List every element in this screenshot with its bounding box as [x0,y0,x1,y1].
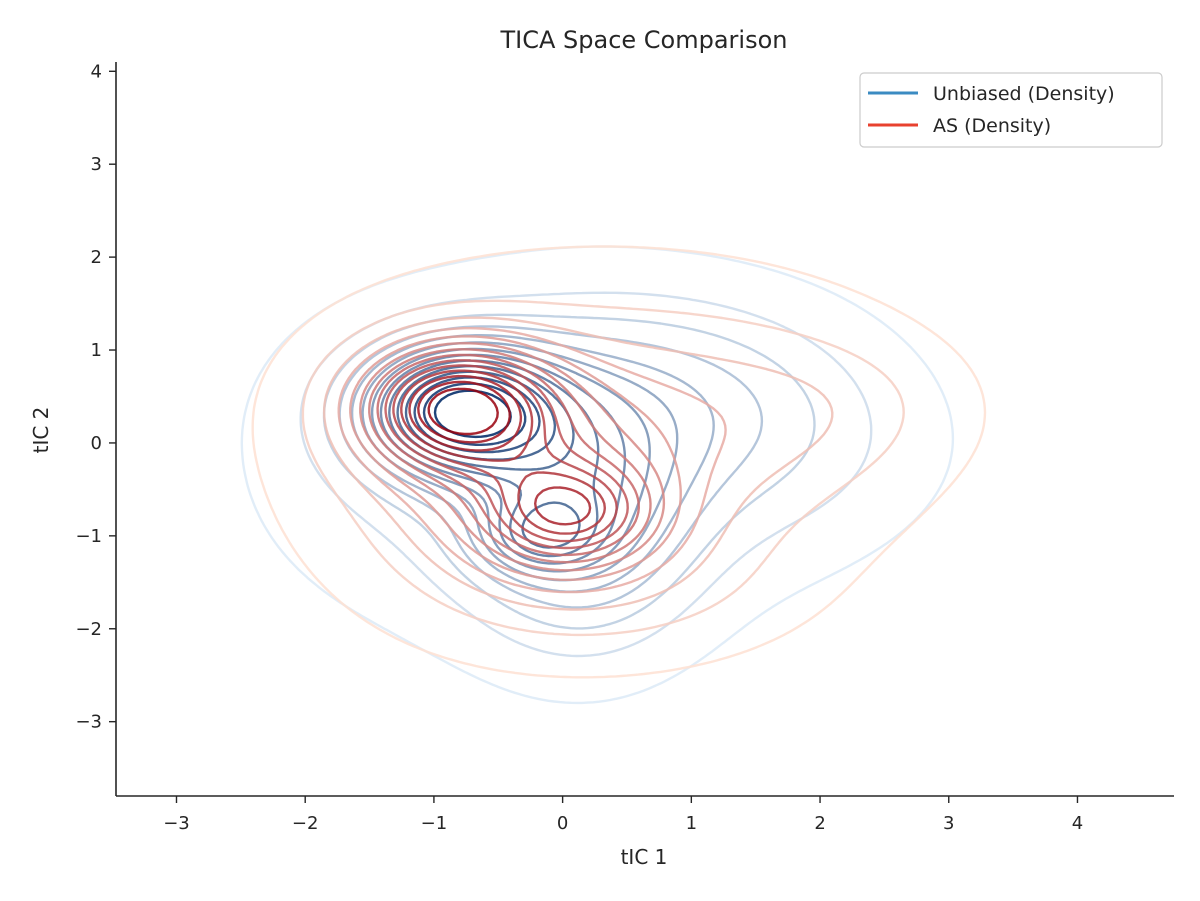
x-tick-label: 3 [943,813,954,834]
x-tick-label: 2 [814,813,825,834]
y-ticks: −3 −2 −1 0 1 2 3 4 [75,61,116,733]
contour-level-line [301,299,905,637]
contour-level-line [322,316,834,611]
contour-level-line [251,245,987,679]
contour-level-line [417,380,511,444]
x-tick-label: −3 [163,813,190,834]
contour-level-line [408,374,592,526]
chart-title: TICA Space Comparison [499,26,787,54]
contour-level-line [376,353,640,557]
y-tick-label: 3 [91,154,102,175]
x-tick-label: −1 [421,813,448,834]
x-axis-label: tIC 1 [621,845,668,869]
legend-label-as: AS (Density) [933,115,1051,137]
contour-level-line [337,327,727,594]
contour-level-line [400,369,606,535]
contour-level-line [427,387,499,436]
legend: Unbiased (Density) AS (Density) [859,72,1163,148]
contour-level-line [392,364,618,543]
y-tick-label: −1 [75,526,102,547]
legend-label-unbiased: Unbiased (Density) [933,83,1115,105]
contour-level-line [368,348,652,564]
contour-level-line [359,342,666,572]
y-tick-label: 1 [91,340,102,361]
y-tick-label: 2 [91,247,102,268]
contour-level-line [384,359,629,550]
y-tick-label: 0 [91,433,102,454]
x-tick-label: −2 [292,813,319,834]
x-ticks: −3 −2 −1 0 1 2 3 4 [163,796,1083,834]
y-axis-label: tIC 2 [29,407,53,454]
x-tick-label: 0 [557,813,568,834]
x-tick-label: 1 [686,813,697,834]
y-tick-label: −3 [75,712,102,733]
contour-series-1 [251,245,987,679]
y-tick-label: −2 [75,619,102,640]
legend-box [859,72,1163,148]
y-tick-label: 4 [91,61,102,82]
plot-area [240,245,987,705]
contour-level-line [349,335,682,581]
x-tick-label: 4 [1072,813,1083,834]
